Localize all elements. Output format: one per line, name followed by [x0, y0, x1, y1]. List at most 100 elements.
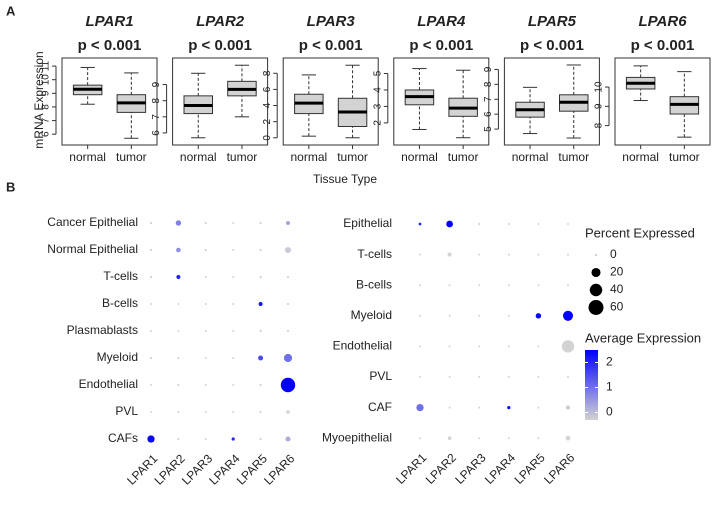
- dot: [177, 330, 180, 332]
- chart-title: LPAR1: [85, 13, 133, 30]
- dot: [507, 345, 510, 348]
- legend-title: Average Expression: [585, 330, 701, 345]
- dot: [259, 275, 262, 279]
- dot: [231, 437, 235, 441]
- chart-subtitle: p < 0.001: [78, 37, 142, 54]
- dot: [447, 252, 452, 257]
- legend-dot: [591, 267, 601, 278]
- dot: [562, 310, 574, 321]
- dot: [507, 253, 510, 256]
- y-tick-label: 9: [483, 66, 494, 72]
- dot: [419, 345, 421, 348]
- dot: [177, 303, 180, 305]
- plot-frame: [282, 57, 379, 146]
- dot: [537, 376, 540, 378]
- dot: [204, 221, 207, 225]
- y-tick-label: 8: [151, 97, 162, 103]
- x-tick-label: tumor: [227, 150, 258, 164]
- y-tick-label: 6: [483, 111, 494, 117]
- y-tick-label: Endothelial: [333, 339, 392, 353]
- dot: [259, 329, 262, 333]
- dot: [478, 284, 481, 287]
- x-tick-label: LPAR5: [512, 450, 548, 486]
- dot: [177, 356, 180, 360]
- y-tick-label: Myoepithelial: [322, 430, 392, 444]
- chart-title: LPAR3: [307, 13, 356, 30]
- legend-label: 60: [610, 300, 624, 314]
- y-tick-label: Cancer Epithelial: [47, 215, 138, 229]
- dot: [259, 410, 262, 414]
- dot: [286, 329, 290, 333]
- y-tick-label: 4: [372, 87, 383, 93]
- y-tick-label: 7: [151, 114, 162, 120]
- dot: [478, 253, 481, 256]
- dot: [565, 405, 571, 410]
- dot: [259, 383, 262, 387]
- dot: [176, 247, 181, 253]
- dot: [537, 284, 540, 287]
- x-tick-label: tumor: [448, 150, 479, 164]
- dot: [448, 314, 451, 317]
- dot: [507, 437, 510, 440]
- colorbar-label: 2: [606, 355, 613, 369]
- y-tick-label: 8: [594, 122, 605, 128]
- dot: [419, 284, 421, 287]
- dot: [478, 437, 481, 440]
- dot: [176, 274, 181, 280]
- dot: [567, 223, 569, 225]
- y-tick-label: CAF: [368, 400, 392, 414]
- x-tick-label: LPAR2: [423, 450, 459, 486]
- y-tick-label: Myeloid: [351, 308, 392, 322]
- dot: [478, 222, 481, 226]
- dot: [507, 314, 510, 317]
- x-tick-label: tumor: [558, 150, 589, 164]
- dot: [419, 376, 421, 378]
- dot: [537, 437, 540, 440]
- chart-title: LPAR6: [638, 13, 687, 30]
- y-tick-label: T-cells: [357, 247, 392, 261]
- y-tick-label: 6: [262, 86, 273, 92]
- y-tick-label: B-cells: [102, 296, 138, 310]
- x-tick-label: LPAR6: [541, 450, 577, 486]
- legend-dot: [595, 254, 597, 256]
- x-tick-label: normal: [291, 150, 328, 164]
- dot: [419, 437, 421, 440]
- dot: [258, 301, 263, 307]
- dot: [446, 220, 453, 228]
- dot: [448, 376, 451, 378]
- dot: [232, 222, 235, 224]
- legend-label: 40: [610, 282, 624, 296]
- panel-label: B: [6, 179, 15, 194]
- x-tick-label: normal: [401, 150, 438, 164]
- dot: [150, 330, 152, 332]
- dot: [567, 253, 569, 256]
- plot-frame: [61, 57, 158, 146]
- dot: [204, 330, 207, 332]
- dot: [149, 248, 153, 252]
- x-tick-label: normal: [69, 150, 106, 164]
- x-tick-label: tumor: [116, 150, 147, 164]
- dot: [204, 438, 207, 440]
- y-tick-label: 9: [151, 81, 162, 87]
- x-tick-label: normal: [622, 150, 659, 164]
- dot: [232, 249, 235, 251]
- y-tick-label: 6: [41, 131, 52, 137]
- dot: [416, 403, 424, 412]
- dot: [150, 384, 152, 386]
- dot: [150, 411, 152, 413]
- chart-title: LPAR5: [528, 13, 577, 30]
- y-tick-label: PVL: [369, 369, 392, 383]
- y-tick-label: PVL: [115, 404, 138, 418]
- y-tick-label: 5: [372, 70, 383, 76]
- chart-title: LPAR2: [196, 13, 245, 30]
- dot: [478, 345, 481, 348]
- plot-frame: [614, 57, 711, 146]
- y-tick-label: Plasmablasts: [67, 323, 138, 337]
- chart-subtitle: p < 0.001: [188, 37, 252, 54]
- x-tick-label: LPAR3: [452, 450, 488, 486]
- x-axis-label: Tissue Type: [313, 172, 377, 186]
- y-tick-label: 8: [41, 104, 52, 110]
- dot: [280, 377, 296, 393]
- y-tick-label: B-cells: [356, 277, 392, 291]
